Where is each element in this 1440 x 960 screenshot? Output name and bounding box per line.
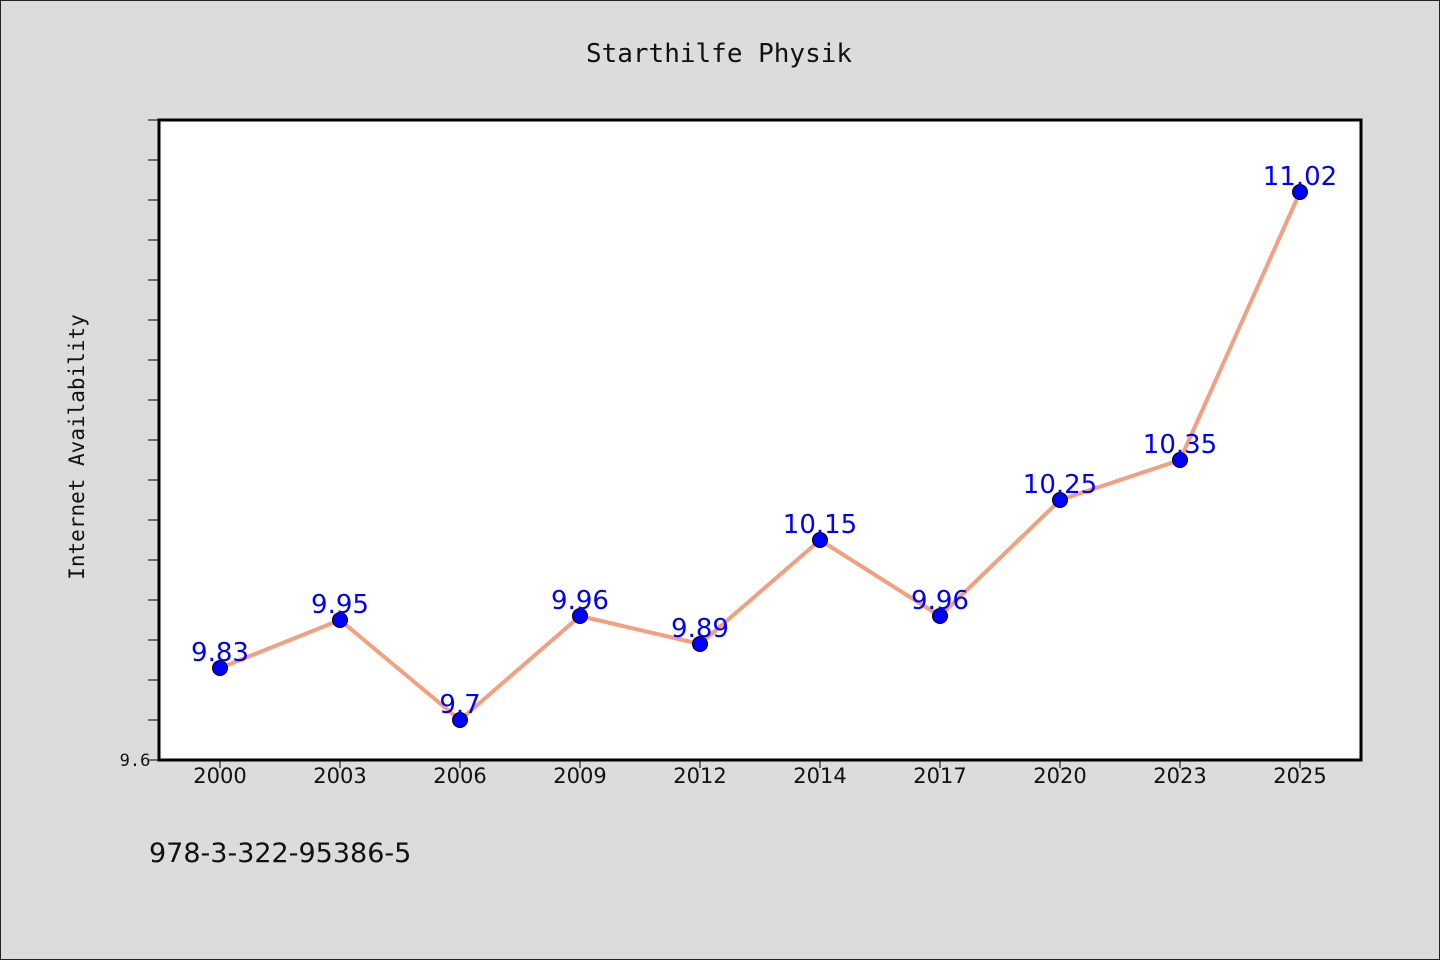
x-tick-label: 2020 bbox=[1033, 764, 1086, 788]
data-label: 11.02 bbox=[1263, 162, 1337, 192]
x-tick-label: 2003 bbox=[313, 764, 366, 788]
data-label: 10.15 bbox=[783, 510, 857, 540]
y-axis-label: Internet Availability bbox=[65, 314, 89, 580]
x-tick-label: 2023 bbox=[1153, 764, 1206, 788]
data-point bbox=[812, 532, 828, 548]
x-axis-ticks: 2000 2003 2006 2009 2012 2014 2017 2020 2023 2025 bbox=[193, 760, 1327, 788]
data-labels: 9.83 9.95 9.7 9.96 9.89 10.15 9.96 10.25 10.35 11… bbox=[191, 162, 1337, 720]
data-label: 9.96 bbox=[551, 586, 609, 616]
data-point bbox=[932, 608, 948, 624]
data-label: 9.89 bbox=[671, 614, 729, 644]
x-tick-label: 2012 bbox=[673, 764, 726, 788]
data-point bbox=[1172, 452, 1188, 468]
data-label: 9.7 bbox=[439, 690, 480, 720]
x-tick-label: 2006 bbox=[433, 764, 486, 788]
series-line bbox=[218, 190, 1302, 722]
footer-isbn: 978-3-322-95386-5 bbox=[149, 838, 411, 869]
x-tick-label: 2014 bbox=[793, 764, 846, 788]
series bbox=[212, 184, 1308, 728]
data-point bbox=[452, 712, 468, 728]
y-axis-ticks: 9.6 bbox=[120, 119, 159, 771]
data-label: 9.96 bbox=[911, 586, 969, 616]
data-point bbox=[332, 612, 348, 628]
data-point bbox=[572, 608, 588, 624]
data-point bbox=[1292, 184, 1308, 200]
data-label: 9.83 bbox=[191, 638, 249, 668]
data-label: 9.95 bbox=[311, 590, 369, 620]
data-label: 10.25 bbox=[1023, 470, 1097, 500]
plot-area bbox=[157, 118, 1363, 762]
data-point bbox=[692, 636, 708, 652]
data-point bbox=[212, 660, 228, 676]
x-tick-label: 2017 bbox=[913, 764, 966, 788]
x-tick-label: 2009 bbox=[553, 764, 606, 788]
y-tick-label: 9.6 bbox=[120, 751, 151, 771]
data-label: 10.35 bbox=[1143, 430, 1217, 460]
data-point bbox=[1052, 492, 1068, 508]
x-tick-label: 2000 bbox=[193, 764, 246, 788]
x-tick-label: 2025 bbox=[1273, 764, 1326, 788]
chart-title: Starthilfe Physik bbox=[586, 39, 852, 69]
